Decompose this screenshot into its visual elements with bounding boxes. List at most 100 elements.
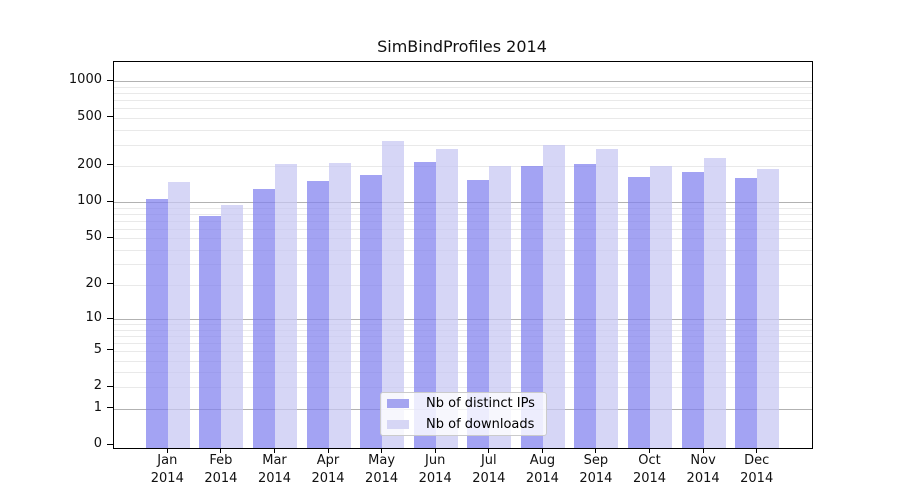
bar-downloads-apr bbox=[328, 163, 351, 448]
x-tick-label: Jan 2014 bbox=[135, 452, 199, 488]
x-tick-label: May 2014 bbox=[350, 452, 414, 488]
x-tick-label: Sep 2014 bbox=[564, 452, 628, 488]
y-tick-label: 200 bbox=[77, 156, 102, 172]
bar-distinct-ips-apr bbox=[306, 181, 329, 448]
x-tick-label-line: May bbox=[368, 453, 396, 468]
x-tick-label-line: 2014 bbox=[365, 471, 399, 486]
gridline-minor bbox=[114, 284, 812, 286]
x-tick-label-line: 2014 bbox=[686, 471, 720, 486]
gridline-minor bbox=[114, 324, 812, 325]
bar-distinct-ips-sep bbox=[574, 163, 597, 448]
x-tick-label: Oct 2014 bbox=[618, 452, 682, 488]
plot-area bbox=[113, 61, 813, 449]
x-tick-label: Nov 2014 bbox=[671, 452, 735, 488]
x-tick-mark bbox=[541, 448, 543, 453]
gridline-major bbox=[114, 81, 812, 83]
bar-downloads-feb bbox=[221, 204, 244, 448]
gridline-minor bbox=[114, 387, 812, 389]
x-tick-label-line: Dec bbox=[744, 453, 770, 468]
x-tick-label-line: Jul bbox=[480, 453, 497, 468]
x-tick-label: Aug 2014 bbox=[510, 452, 574, 488]
bar-downloads-jan bbox=[167, 181, 190, 448]
bar-downloads-nov bbox=[703, 157, 726, 448]
bar-downloads-jul bbox=[489, 165, 512, 448]
y-tick-mark bbox=[107, 407, 113, 409]
bar-distinct-ips-oct bbox=[628, 176, 650, 448]
gridline-minor bbox=[114, 228, 812, 230]
bar-distinct-ips-jun bbox=[413, 161, 436, 448]
x-tick-mark bbox=[220, 448, 222, 453]
gridline-minor bbox=[114, 86, 812, 88]
x-tick-label-line: 2014 bbox=[204, 471, 238, 486]
gridline-minor bbox=[114, 335, 812, 337]
legend-swatch-downloads bbox=[387, 419, 409, 429]
chart-title: SimBindProfiles 2014 bbox=[377, 37, 547, 56]
gridline-minor bbox=[114, 372, 812, 374]
x-tick-mark bbox=[274, 448, 275, 453]
legend-item-downloads: Nb of downloads bbox=[381, 414, 546, 434]
x-tick-label-line: Oct bbox=[638, 453, 661, 468]
x-tick-label-line: 2014 bbox=[632, 471, 667, 486]
x-tick-label: Jun 2014 bbox=[403, 452, 467, 488]
y-tick-mark bbox=[107, 116, 113, 118]
gridline-minor bbox=[114, 117, 812, 119]
x-tick-label-line: Nov bbox=[690, 453, 716, 468]
bar-downloads-mar bbox=[275, 164, 297, 448]
bar-distinct-ips-may bbox=[360, 175, 383, 448]
x-tick-mark bbox=[166, 448, 168, 453]
gridline-minor bbox=[114, 93, 812, 95]
bar-downloads-may bbox=[382, 141, 405, 448]
bar-distinct-ips-dec bbox=[735, 178, 758, 448]
legend-swatch-distinct-ips bbox=[387, 399, 409, 409]
x-tick-mark bbox=[488, 448, 490, 453]
x-tick-label-line: 2014 bbox=[579, 471, 613, 486]
x-tick-label: Dec 2014 bbox=[725, 452, 789, 488]
bar-distinct-ips-feb bbox=[199, 215, 222, 448]
x-tick-label-line: 2014 bbox=[311, 471, 345, 486]
x-tick-label-line: Aug bbox=[529, 453, 556, 468]
bar-distinct-ips-mar bbox=[253, 188, 275, 448]
gridline-minor bbox=[114, 220, 812, 222]
y-tick-mark bbox=[107, 385, 113, 387]
bar-downloads-sep bbox=[596, 149, 619, 448]
y-tick-label: 10 bbox=[85, 310, 102, 325]
y-tick-mark bbox=[107, 283, 113, 285]
x-tick-label: Jul 2014 bbox=[457, 452, 521, 488]
y-tick-label: 5 bbox=[93, 341, 102, 357]
x-tick-label-line: Mar bbox=[262, 453, 287, 468]
x-tick-label-line: Feb bbox=[209, 453, 233, 468]
x-tick-mark bbox=[327, 448, 329, 453]
x-tick-mark bbox=[434, 448, 436, 453]
gridline-minor bbox=[114, 213, 812, 215]
gridline-major bbox=[114, 202, 812, 204]
x-tick-mark bbox=[595, 448, 597, 453]
legend-label-downloads: Nb of downloads bbox=[426, 416, 535, 432]
gridline-minor bbox=[114, 108, 812, 110]
y-tick-label: 100 bbox=[77, 193, 102, 209]
x-tick-label-line: Apr bbox=[316, 453, 340, 468]
x-tick-label-line: 2014 bbox=[257, 471, 292, 486]
legend-item-distinct-ips: Nb of distinct IPs bbox=[381, 394, 546, 414]
x-tick-mark bbox=[381, 448, 383, 453]
x-tick-mark bbox=[649, 448, 650, 453]
gridline-minor bbox=[114, 238, 812, 240]
bar-distinct-ips-jan bbox=[145, 199, 168, 448]
gridline-minor bbox=[114, 264, 812, 266]
legend-label-distinct-ips: Nb of distinct IPs bbox=[426, 396, 535, 412]
gridline-minor bbox=[114, 350, 812, 352]
gridline-minor bbox=[114, 129, 812, 131]
x-tick-label-line: 2014 bbox=[740, 471, 774, 486]
x-tick-label-line: 2014 bbox=[150, 471, 184, 486]
y-tick-label: 500 bbox=[77, 108, 102, 124]
gridline-minor bbox=[114, 249, 812, 251]
y-tick-mark bbox=[107, 164, 113, 166]
y-tick-label: 0 bbox=[93, 436, 102, 452]
bar-distinct-ips-aug bbox=[520, 165, 543, 448]
x-tick-label-line: 2014 bbox=[525, 471, 559, 486]
y-tick-mark bbox=[107, 349, 113, 351]
gridline-minor bbox=[114, 342, 812, 344]
gridline-major bbox=[114, 319, 812, 320]
x-tick-label-line: 2014 bbox=[418, 471, 452, 486]
x-tick-mark bbox=[702, 448, 704, 453]
